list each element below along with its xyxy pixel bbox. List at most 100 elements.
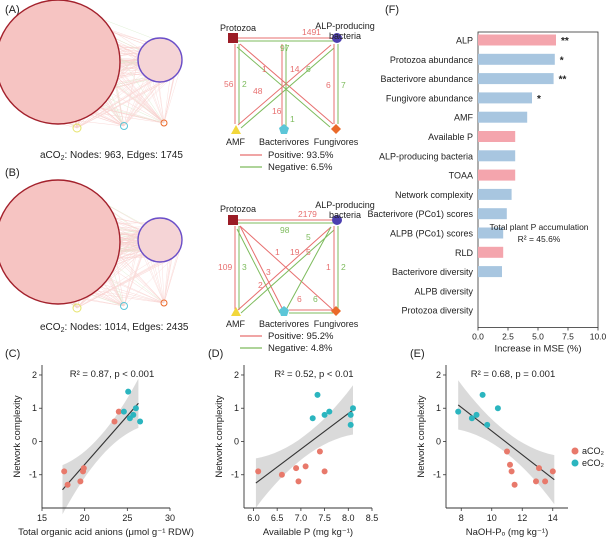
edge-label-diag1-neg-a: 48 bbox=[253, 86, 263, 96]
panel-d-label: (D) bbox=[208, 348, 223, 360]
network-edge bbox=[123, 81, 166, 127]
x-axis-label: Increase in MSE (%) bbox=[494, 344, 581, 355]
edge-label-right-neg-b: 2 bbox=[341, 262, 346, 272]
category-label: Protozoa abundance bbox=[390, 55, 473, 65]
module-circle bbox=[120, 122, 128, 130]
x-tick-label: 5.0 bbox=[532, 332, 544, 342]
aco2-point bbox=[504, 448, 510, 455]
edge-center-neg-b bbox=[285, 226, 332, 311]
amf-label-b: AMF bbox=[226, 319, 246, 329]
legend-aco2-label: aCO₂ bbox=[582, 446, 605, 456]
significance-mark: * bbox=[537, 94, 541, 105]
network-edge bbox=[112, 45, 165, 124]
bar bbox=[478, 227, 504, 239]
eco2-point bbox=[120, 408, 127, 415]
protozoa-module-circle bbox=[0, 179, 121, 305]
protozoa-node-b bbox=[228, 215, 238, 225]
fungivores-node-a bbox=[331, 124, 341, 134]
bacterivores-node-b bbox=[279, 306, 289, 316]
amf-node-b bbox=[231, 307, 241, 316]
x-tick-label: 7.0 bbox=[295, 513, 308, 523]
panel-c-label: (C) bbox=[5, 348, 20, 360]
aco2-point bbox=[321, 468, 328, 475]
panel-e-label: (E) bbox=[410, 348, 425, 360]
y-tick-label: 2 bbox=[32, 370, 37, 380]
stats-title: R² = 0.52, p < 0.01 bbox=[274, 369, 353, 380]
eco2-point bbox=[473, 411, 480, 418]
significance-mark: ** bbox=[559, 75, 567, 86]
edge-label-center-pos-a: 16 bbox=[272, 106, 282, 116]
edge-label-diag2-neg-a: 6 bbox=[306, 64, 311, 74]
x-tick-label: 25 bbox=[122, 513, 132, 523]
edge-label-bottom-neg-b: 6 bbox=[313, 294, 318, 304]
edge-diag1-neg-b bbox=[236, 228, 281, 314]
alpb-label2-b: bacteria bbox=[329, 210, 361, 220]
aco2-point bbox=[111, 418, 118, 425]
y-tick-label: 0 bbox=[234, 436, 239, 446]
y-axis-label: Network complexity bbox=[214, 395, 225, 478]
category-label: ALP-producing bacteria bbox=[379, 151, 473, 161]
module-circle bbox=[160, 119, 168, 127]
network-edge bbox=[163, 260, 169, 304]
network-edge bbox=[123, 79, 152, 127]
panel-a: (A) aCO2: Nodes: 963, Edges: 1745 bbox=[0, 0, 183, 162]
aco2-point bbox=[549, 468, 556, 475]
bacterivores-label-a: Bacterivores bbox=[259, 137, 310, 147]
network-edge bbox=[153, 260, 165, 304]
x-tick-label: 8.5 bbox=[366, 513, 379, 523]
category-label: ALPB (PCo1) scores bbox=[390, 229, 474, 239]
x-tick-label: 2.5 bbox=[502, 332, 514, 342]
bar bbox=[478, 246, 504, 258]
legend-negative-b: Negative: 4.8% bbox=[268, 343, 333, 354]
alpb-module-circle bbox=[137, 217, 183, 263]
aco2-point bbox=[80, 465, 87, 472]
network-edge bbox=[123, 253, 143, 307]
aco2-point bbox=[508, 468, 515, 475]
edge-label-center-neg-b: 5 bbox=[306, 232, 311, 242]
alpb-label2-a: bacteria bbox=[329, 31, 361, 41]
edge-label-left-neg-b: 3 bbox=[242, 262, 247, 272]
bar bbox=[478, 188, 512, 200]
x-tick-label: 20 bbox=[80, 513, 90, 523]
eco2-point bbox=[479, 391, 486, 398]
edge-label-diag2-pos-b: 19 bbox=[290, 247, 300, 257]
x-tick-label: 7.5 bbox=[318, 513, 331, 523]
bar bbox=[478, 266, 502, 278]
scatter-legend: aCO₂ eCO₂ bbox=[571, 446, 605, 468]
eco2-point bbox=[130, 411, 137, 418]
category-label: Protozoa diversity bbox=[401, 306, 473, 316]
network-edge bbox=[161, 261, 165, 304]
network-edge bbox=[143, 74, 165, 124]
bar bbox=[478, 131, 516, 142]
bar bbox=[478, 150, 516, 162]
edge-label-left-pos-b: 109 bbox=[218, 262, 232, 272]
bar bbox=[478, 53, 555, 65]
edge-label-top-neg-b: 98 bbox=[280, 225, 290, 235]
network-caption-a: aCO2: Nodes: 963, Edges: 1745 bbox=[40, 150, 183, 162]
y-tick-label: 2 bbox=[436, 370, 441, 380]
category-label: ALPB diversity bbox=[414, 286, 473, 296]
edge-diag2-pos-a bbox=[237, 44, 332, 126]
alpb-node-a bbox=[332, 33, 342, 43]
legend-positive-b: Positive: 95.2% bbox=[268, 331, 334, 342]
aco2-point bbox=[293, 465, 300, 472]
category-label: Bacterivore abundance bbox=[380, 74, 473, 84]
network-edge bbox=[76, 249, 141, 309]
aco2-point bbox=[533, 478, 539, 485]
y-tick-label: 0 bbox=[436, 436, 441, 446]
edge-label-bottom-pos-b: 6 bbox=[297, 294, 302, 304]
aco2-point bbox=[507, 461, 513, 468]
network-edge bbox=[163, 68, 181, 124]
edge-label-left-pos-a: 56 bbox=[224, 79, 234, 89]
module-circle bbox=[72, 123, 82, 133]
x-tick-label: 7.5 bbox=[562, 332, 574, 342]
annotation-line2: R² = 45.6% bbox=[518, 234, 561, 244]
edge-diag2-pos-b bbox=[237, 226, 332, 311]
x-axis-label: NaOH-Pₒ (mg kg⁻¹) bbox=[466, 527, 549, 538]
network-graph-b bbox=[0, 179, 183, 313]
regression-line bbox=[255, 409, 354, 484]
network-graph-a bbox=[0, 0, 183, 133]
x-tick-label: 14 bbox=[548, 513, 558, 523]
edge-label-diag2-pos-a: 14 bbox=[290, 64, 300, 74]
